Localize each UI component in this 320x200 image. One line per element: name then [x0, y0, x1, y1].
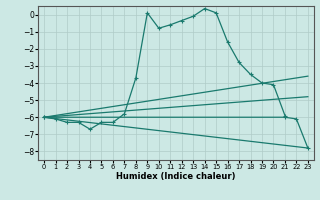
X-axis label: Humidex (Indice chaleur): Humidex (Indice chaleur) — [116, 172, 236, 181]
